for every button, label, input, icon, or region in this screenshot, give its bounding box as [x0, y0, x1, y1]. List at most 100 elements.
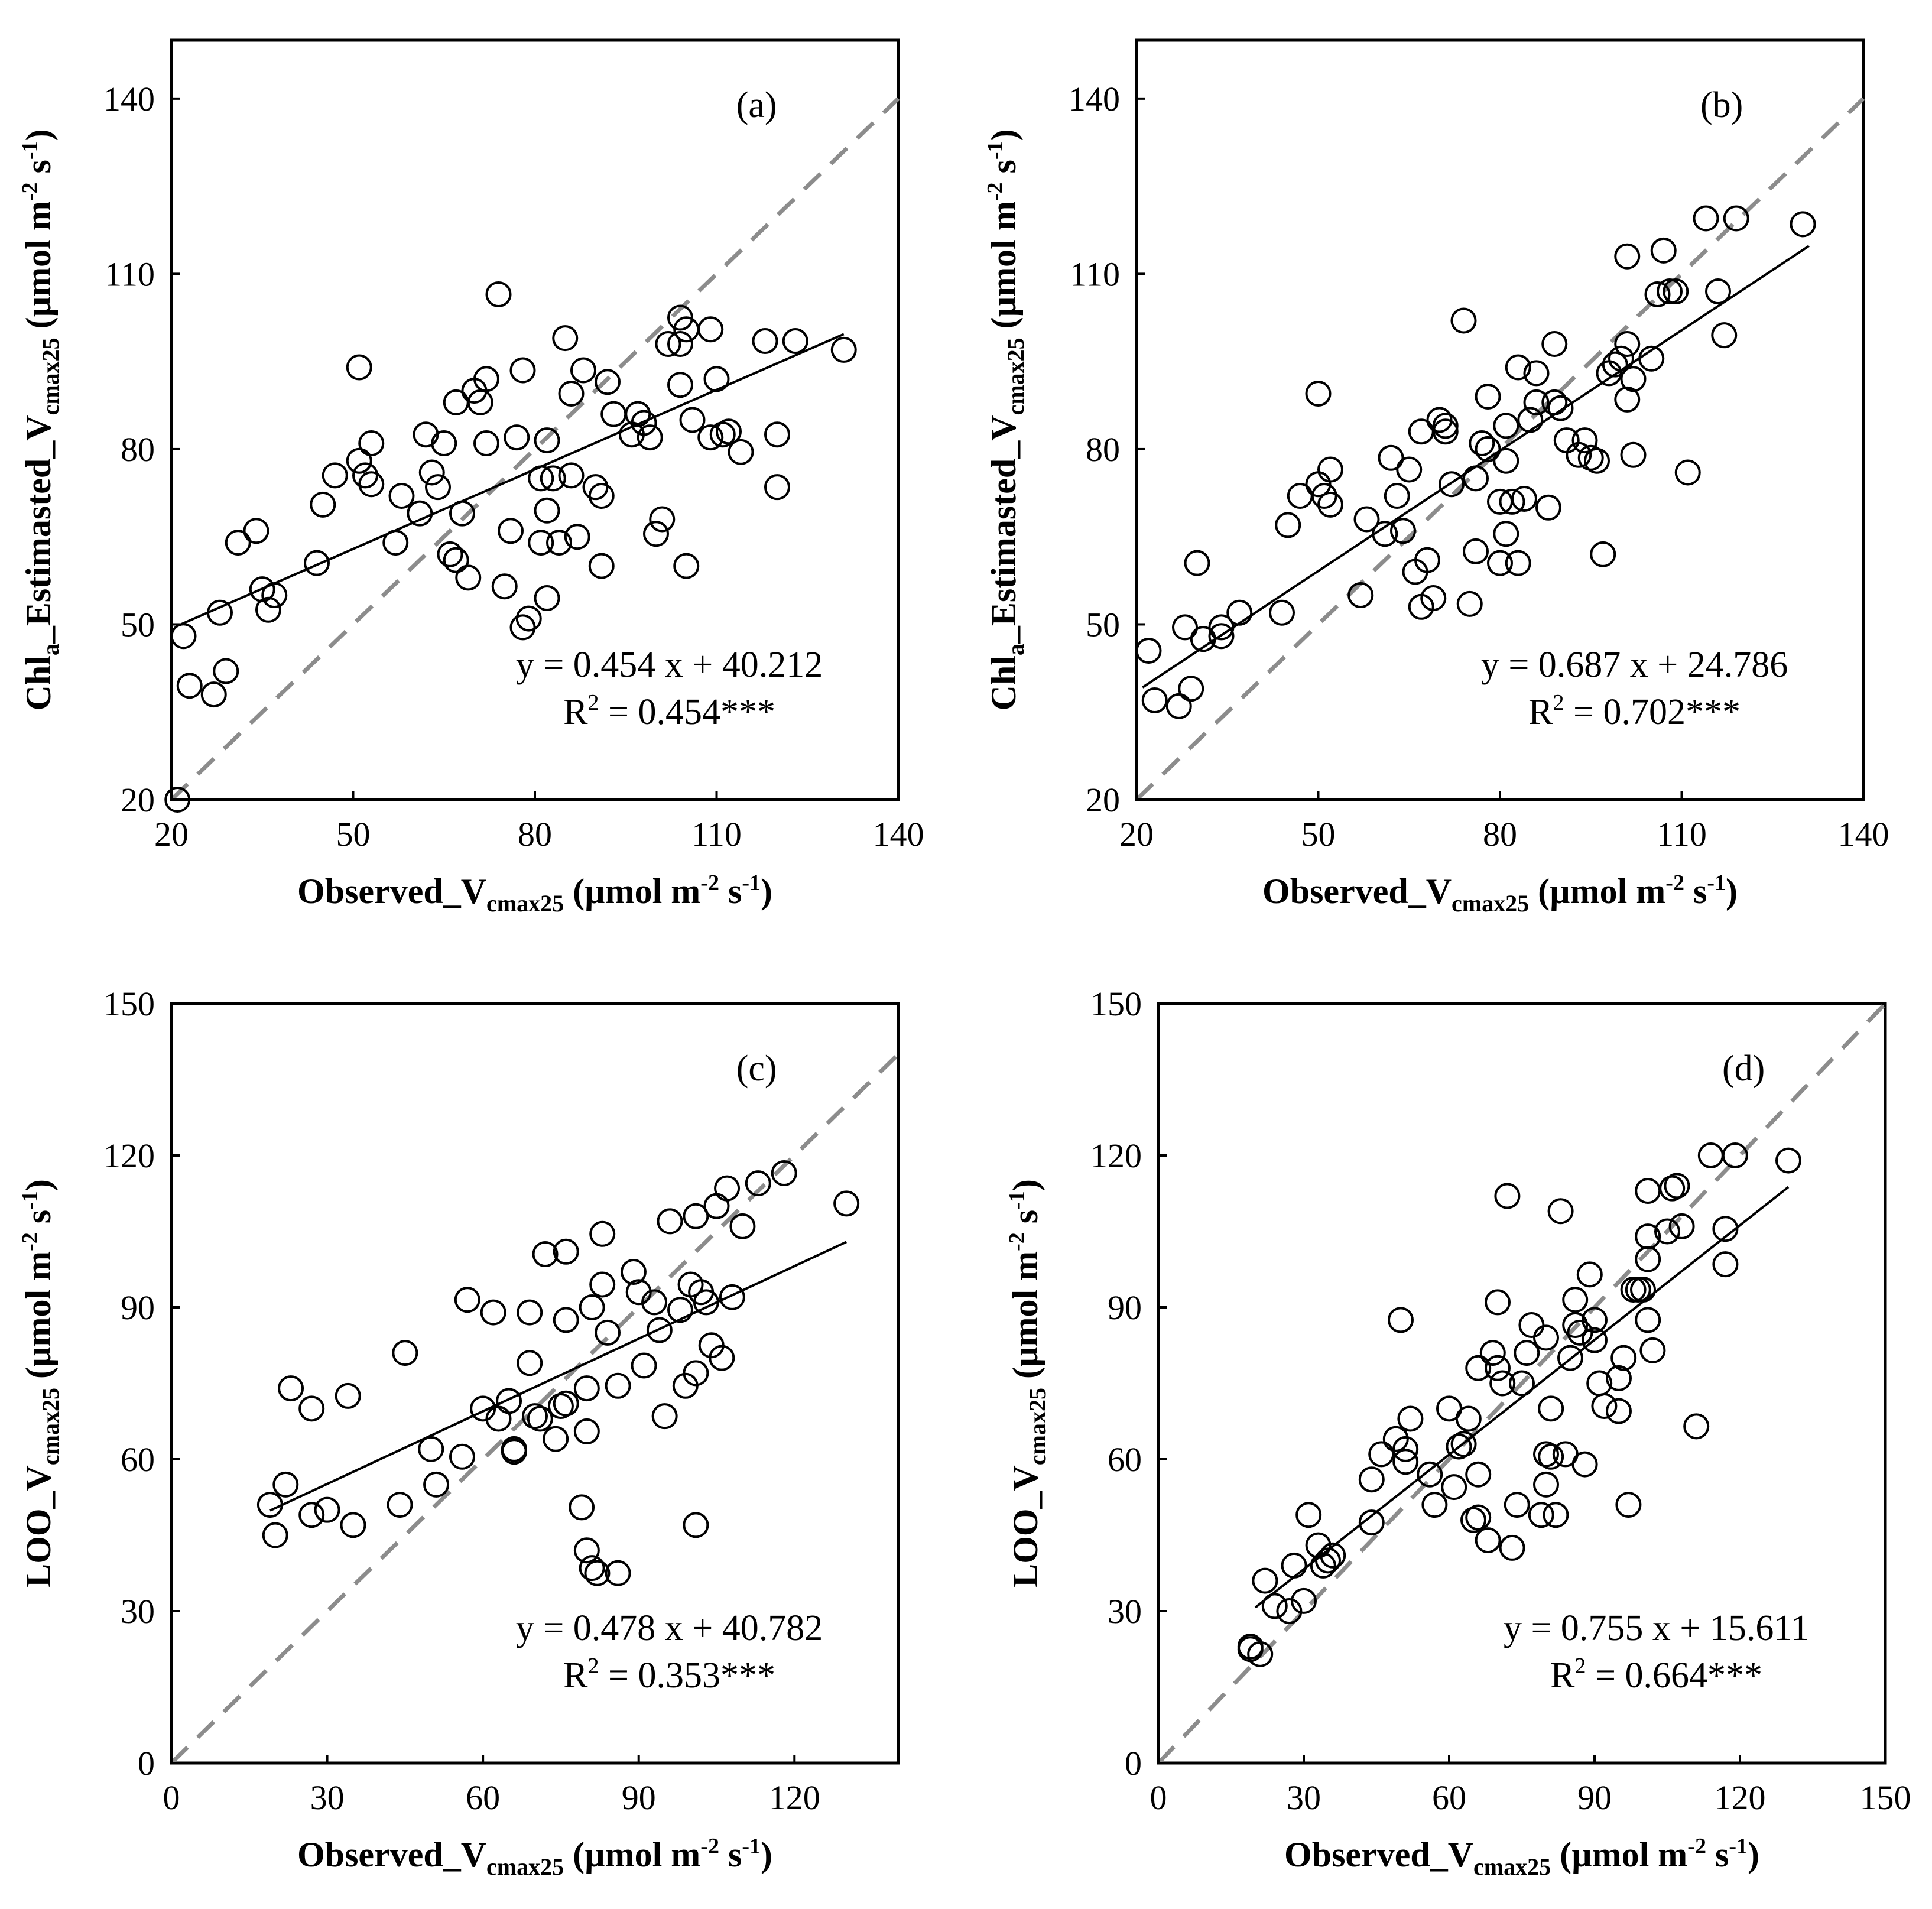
data-point	[255, 596, 281, 623]
data-point	[558, 381, 585, 407]
r-squared-value: = 0.664***	[1586, 1655, 1762, 1696]
r-squared-symbol: R	[563, 1655, 588, 1696]
data-point	[1543, 1502, 1569, 1528]
data-point	[1141, 687, 1168, 713]
data-point	[1311, 483, 1337, 509]
plot-frame	[1135, 38, 1865, 801]
data-point	[1511, 485, 1537, 512]
data-point	[589, 1220, 616, 1247]
data-point	[579, 1294, 605, 1320]
data-point	[1487, 550, 1513, 576]
r-squared: R2 = 0.454***	[563, 690, 775, 732]
x-title-sub: cmax25	[1452, 890, 1529, 917]
data-point	[1417, 1461, 1443, 1488]
data-point	[1347, 582, 1374, 609]
data-point	[304, 550, 330, 576]
data-point	[1711, 322, 1738, 349]
data-point	[620, 1259, 647, 1285]
data-point	[1722, 1142, 1748, 1168]
data-point	[1499, 488, 1525, 515]
panel-label: (a)	[736, 85, 777, 125]
data-point	[673, 553, 700, 579]
data-point	[249, 576, 275, 603]
data-point	[631, 410, 657, 436]
y-title-main: LOO_V	[19, 1465, 58, 1587]
y-tick-label: 30	[1108, 1592, 1142, 1631]
r-squared-sup: 2	[587, 1654, 599, 1679]
data-point	[1533, 1471, 1559, 1498]
x-title-unit: )	[1748, 1835, 1759, 1874]
data-point	[455, 564, 482, 591]
data-point	[1584, 447, 1610, 474]
data-point	[1252, 1567, 1278, 1594]
y-tick-label: 140	[103, 80, 155, 118]
data-point	[569, 1494, 595, 1521]
data-point	[651, 1403, 678, 1430]
data-point	[553, 1307, 579, 1333]
x-tick-label: 20	[154, 815, 189, 853]
data-point	[553, 1238, 579, 1265]
data-point	[1475, 436, 1501, 462]
y-title-sup: -2	[983, 183, 1008, 202]
data-point	[745, 1170, 771, 1197]
y-title-unit: s	[19, 160, 58, 182]
data-point	[437, 541, 463, 567]
data-point	[1432, 418, 1459, 445]
data-point	[1450, 1431, 1477, 1457]
data-point	[1485, 1289, 1511, 1316]
y-axis-title: Chla_Estimasted_Vcmax25 (µmol m-2 s-1)	[983, 129, 1029, 711]
data-point	[1414, 547, 1440, 573]
data-point	[1614, 386, 1641, 413]
x-axis-title: Observed_Vcmax25 (µmol m-2 s-1)	[1262, 871, 1738, 917]
y-title-sup: -1	[18, 141, 43, 160]
data-point	[1432, 413, 1459, 439]
y-title-sub: cmax25	[37, 337, 64, 415]
data-point	[454, 1287, 480, 1313]
data-point	[1392, 1436, 1419, 1462]
data-point	[1276, 1598, 1303, 1624]
panel-label: (d)	[1722, 1048, 1765, 1089]
y-title-unit: )	[984, 129, 1023, 141]
data-point	[1479, 1340, 1506, 1366]
data-point	[1582, 1327, 1608, 1353]
y-title-main: Chl	[984, 655, 1023, 710]
data-point	[752, 328, 778, 355]
x-title-unit: s	[719, 872, 742, 911]
data-point	[570, 357, 596, 384]
data-point	[833, 1190, 860, 1217]
data-point	[1528, 1502, 1554, 1528]
data-point	[1790, 211, 1816, 238]
y-title-unit: (µmol m	[19, 1251, 58, 1388]
one-to-one-line	[1135, 97, 1865, 801]
x-tick-label: 60	[1432, 1778, 1466, 1817]
data-point	[728, 439, 754, 465]
x-title-main: Observed_V	[1284, 1835, 1473, 1874]
data-point	[1712, 1251, 1739, 1278]
data-point	[423, 1471, 450, 1498]
data-point	[358, 430, 385, 457]
data-point	[498, 518, 524, 544]
data-point	[1446, 1433, 1472, 1460]
data-point	[515, 605, 542, 632]
data-point	[1606, 1365, 1632, 1391]
data-point	[631, 1352, 657, 1379]
y-title-main: _Estimasted_V	[984, 415, 1023, 644]
data-point	[573, 1537, 600, 1564]
one-to-one-line	[1157, 1002, 1887, 1765]
data-point	[546, 530, 572, 556]
data-point	[1657, 278, 1683, 305]
data-point	[1465, 1461, 1492, 1488]
y-title-unit: )	[19, 129, 58, 141]
data-point	[1505, 354, 1531, 381]
data-point	[1591, 1393, 1618, 1420]
x-title-main: Observed_V	[1262, 872, 1452, 911]
data-point	[605, 1372, 631, 1399]
regression-equation: y = 0.478 x + 40.782	[516, 1608, 823, 1648]
data-point	[314, 1496, 340, 1523]
data-point	[1469, 430, 1495, 457]
data-point	[1291, 1587, 1317, 1614]
data-point	[1226, 599, 1253, 626]
data-point	[667, 1297, 693, 1323]
data-point	[1693, 205, 1719, 232]
data-point	[1135, 637, 1162, 664]
